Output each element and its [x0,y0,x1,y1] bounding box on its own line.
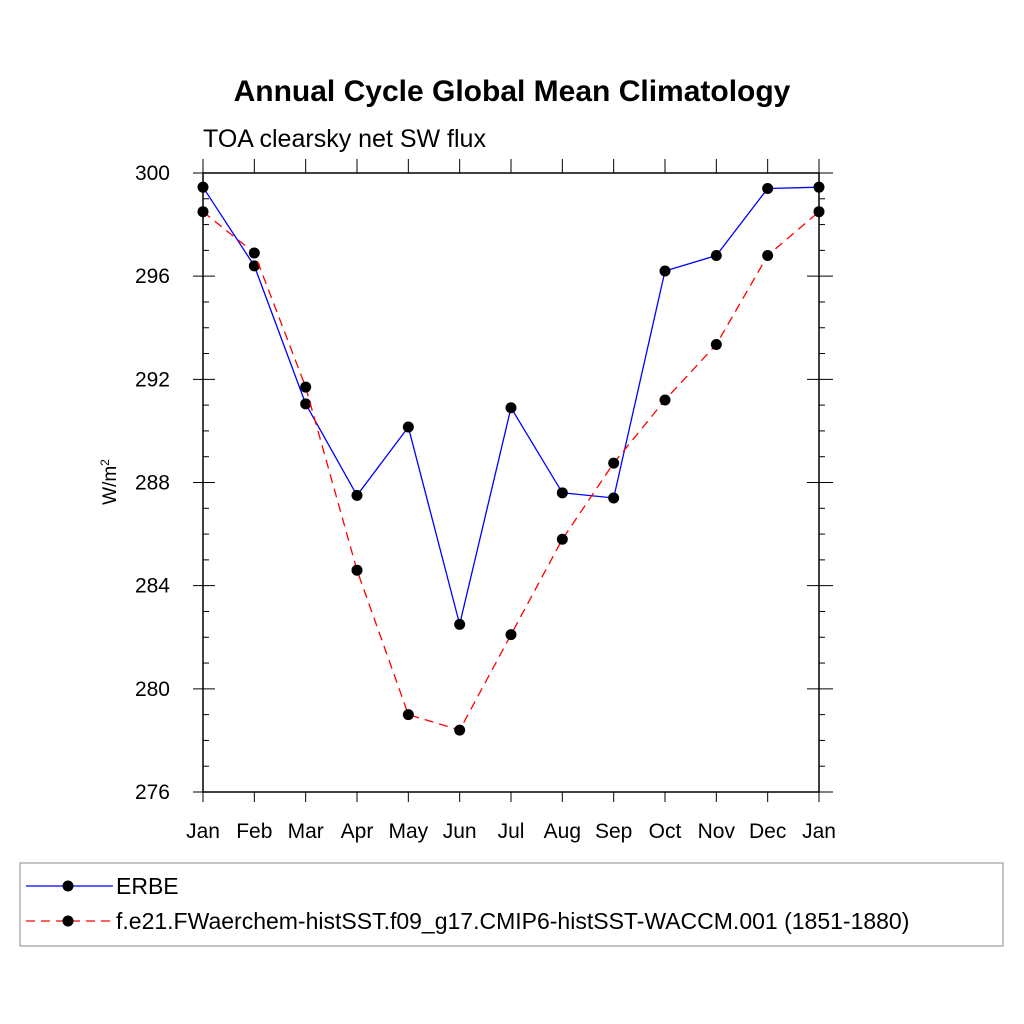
data-point [608,492,620,504]
data-point [710,250,722,262]
y-tick-label: 292 [135,368,170,391]
y-tick-label: 284 [135,575,170,598]
y-axis-label: W/m2 [98,459,121,505]
chart-title: Annual Cycle Global Mean Climatology [234,75,791,108]
y-tick-label: 296 [135,265,170,288]
data-point [813,206,825,218]
plot-frame [202,172,820,793]
data-point [197,181,209,193]
x-tick-label: May [388,820,428,843]
data-point [300,381,312,393]
data-point [248,260,260,272]
data-point [813,181,825,193]
series-2 [197,206,825,736]
x-tick-label: Jan [186,820,220,843]
y-axis-label-superscript: 2 [98,459,112,466]
x-tick-label: Mar [288,820,324,843]
data-point [659,265,671,277]
data-point [454,618,466,630]
legend-label: f.e21.FWaerchem-histSST.f09_g17.CMIP6-hi… [116,908,909,934]
x-tick-label: Sep [595,820,632,843]
chart-subtitle: TOA clearsky net SW flux [203,125,486,153]
data-point [762,250,774,262]
y-tick-label: 300 [135,162,170,185]
legend-label: ERBE [116,873,179,899]
series-layer [197,181,825,736]
data-point [300,398,312,410]
data-point [351,489,363,501]
y-tick-label: 288 [135,472,170,495]
x-tick-label: Apr [341,820,374,843]
legend-marker [62,880,74,892]
data-point [402,709,414,721]
x-tick-label: Oct [649,820,682,843]
svg-text:W/m2: W/m2 [98,459,121,505]
series-1 [197,181,825,630]
x-tick-label: Nov [698,820,736,843]
y-tick-label: 280 [135,678,170,701]
data-point [710,339,722,351]
data-point [505,629,517,641]
y-tick-label: 276 [135,781,170,804]
x-tick-label: Jan [802,820,836,843]
axis-ticks: Jan Feb Mar Apr May Jun Jul Aug Sep Oct Nov Dec Jan 2… [135,159,836,843]
series-line [202,211,820,731]
legend: ERBE f.e21.FWaerchem-histSST.f09_g17.CMIP… [26,873,909,934]
data-point [556,533,568,545]
data-point [505,402,517,414]
data-point [556,487,568,499]
legend-box [19,862,1004,947]
x-tick-label: Jun [443,820,477,843]
x-tick-label: Feb [236,820,272,843]
y-axis-label-text: W/m [100,466,121,505]
data-point [402,421,414,433]
data-point [608,457,620,469]
data-point [659,394,671,406]
x-tick-label: Jul [498,820,525,843]
data-point [762,182,774,194]
data-point [248,247,260,259]
x-tick-label: Aug [544,820,581,843]
data-point [197,206,209,218]
data-point [351,564,363,576]
legend-marker [62,915,74,927]
x-tick-label: Dec [749,820,786,843]
data-point [454,724,466,736]
